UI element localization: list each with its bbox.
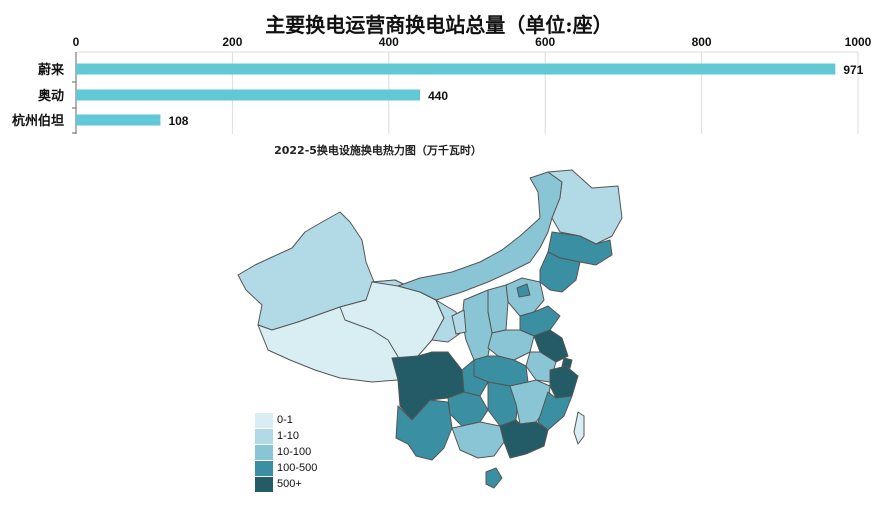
region-fujian	[537, 391, 573, 431]
legend-item: 0-1	[255, 412, 317, 428]
china-heat-map	[237, 169, 623, 489]
region-beijing	[516, 283, 531, 298]
bar-chart-title: 主要换电运营商换电站总量（单位:座）	[265, 13, 613, 37]
legend-swatch	[255, 428, 273, 444]
region-shaanxi	[461, 289, 493, 361]
bar-chart: 0 200 400 600 800 1000 蔚来 971 奥动 440 杭州伯坦 108	[12, 35, 872, 134]
region-liaoning	[539, 251, 581, 293]
bar	[76, 63, 836, 75]
region-guangxi	[451, 421, 505, 459]
legend-label: 100-500	[277, 462, 318, 474]
region-yunnan	[395, 399, 453, 461]
x-tick-label: 600	[535, 35, 555, 49]
legend-swatch	[255, 476, 273, 492]
region-ningxia	[451, 309, 467, 335]
region-hebei	[505, 277, 545, 317]
map-legend: 0-1 1-10 10-100 100-500 500+	[255, 412, 317, 492]
x-tick-label: 0	[73, 35, 80, 49]
data-label: 440	[428, 89, 448, 103]
data-label: 108	[168, 114, 188, 128]
region-shanghai	[561, 357, 573, 369]
legend-item: 10-100	[255, 444, 317, 460]
category-label: 奥动	[38, 88, 64, 104]
region-neimenggu	[397, 171, 563, 301]
map-title: 2022-5换电设施换电热力图（万千瓦时）	[274, 144, 482, 157]
legend-label: 0-1	[277, 414, 293, 426]
legend-label: 10-100	[277, 446, 312, 458]
region-guizhou	[447, 391, 489, 427]
region-hainan	[485, 467, 503, 489]
region-taiwan	[573, 411, 585, 445]
x-tick-label: 800	[692, 35, 712, 49]
legend-label: 500+	[277, 478, 302, 490]
legend-swatch	[255, 444, 273, 460]
data-label: 971	[843, 63, 863, 77]
legend-swatch	[255, 412, 273, 428]
category-label: 蔚来	[38, 62, 65, 78]
x-tick-label: 1000	[845, 35, 872, 49]
legend-item: 500+	[255, 476, 317, 492]
legend-item: 100-500	[255, 460, 317, 476]
bar	[76, 114, 161, 126]
category-label: 杭州伯坦	[12, 113, 64, 129]
legend-item: 1-10	[255, 428, 317, 444]
legend-label: 1-10	[277, 430, 300, 442]
x-tick-label: 200	[222, 35, 242, 49]
bar	[76, 89, 421, 101]
legend-swatch	[255, 460, 273, 476]
x-tick-label: 400	[379, 35, 399, 49]
region-guangdong	[499, 419, 549, 459]
region-zhejiang	[549, 365, 579, 399]
